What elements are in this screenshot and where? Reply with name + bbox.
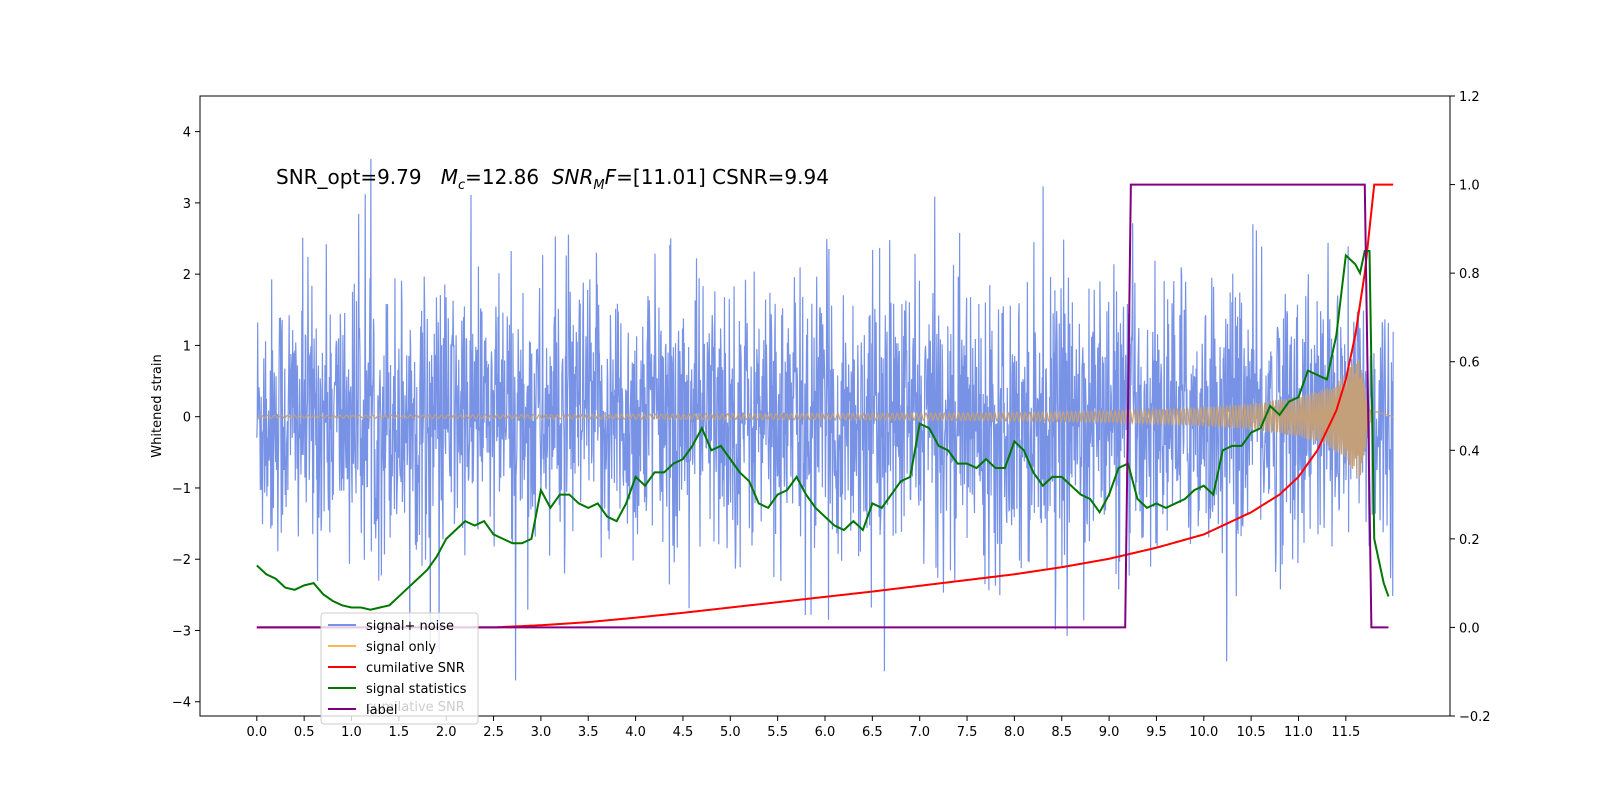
annotation-snr-rest: =[11.01] CSNR=9.94 — [616, 165, 829, 189]
signal-only-line — [256, 359, 1394, 479]
label-line — [256, 183, 1389, 629]
y-right-tick-label: 0.0 — [1459, 621, 1480, 636]
annotation-mc-symbol: M — [441, 165, 458, 189]
y-right-tick-label: 1.2 — [1459, 90, 1480, 105]
y-right-tick-label: 1.0 — [1459, 179, 1480, 194]
snr-annotation: SNR_opt=9.79 Mc=12.86 SNRMF=[11.01] CSNR… — [276, 165, 829, 193]
y-left-tick-label: 4 — [183, 126, 191, 141]
y-right-tick-label: 0.4 — [1459, 444, 1480, 459]
x-tick-label: 9.5 — [1146, 725, 1167, 740]
y-right-axis-ticks: −0.2 0.0 0.2 0.4 0.6 0.8 1.0 1.2 — [1450, 90, 1491, 725]
x-tick-label: 0.0 — [246, 725, 267, 740]
x-tick-label: 11.0 — [1284, 725, 1313, 740]
legend-label-label: label — [366, 703, 397, 718]
y-left-tick-label: 2 — [183, 268, 191, 283]
x-axis-ticks: 0.0 0.5 1.0 1.5 2.0 2.5 3.0 3.5 4.0 4.5 5.0 5.5 6.0 6… — [246, 716, 1360, 740]
x-tick-label: 6.5 — [862, 725, 883, 740]
x-tick-label: 2.0 — [436, 725, 457, 740]
annotation-snr-symbol: SNR — [552, 165, 594, 189]
annotation-snr-sub: M — [593, 178, 604, 193]
x-tick-label: 3.0 — [531, 725, 552, 740]
y-left-tick-label: 3 — [183, 197, 191, 212]
x-tick-label: 5.5 — [767, 725, 788, 740]
annotation-mc-sub: c — [458, 178, 465, 193]
x-tick-label: 8.0 — [1004, 725, 1025, 740]
y-left-tick-label: −3 — [172, 624, 191, 639]
x-tick-label: 1.5 — [389, 725, 410, 740]
y-left-axis-ticks: −4 −3 −2 −1 0 1 2 3 4 — [172, 126, 200, 711]
y-right-tick-label: −0.2 — [1459, 710, 1491, 725]
x-tick-label: 9.0 — [1099, 725, 1120, 740]
y-left-tick-label: −2 — [172, 553, 191, 568]
legend: cumilative SNR signal+ noise signal only… — [320, 612, 479, 725]
x-tick-label: 5.0 — [720, 725, 741, 740]
legend-box — [320, 612, 479, 725]
x-tick-label: 4.5 — [673, 725, 694, 740]
x-tick-label: 7.5 — [957, 725, 978, 740]
x-tick-label: 11.5 — [1331, 725, 1360, 740]
y-left-tick-label: −4 — [172, 696, 191, 711]
y-left-tick-label: 0 — [183, 411, 191, 426]
y-right-tick-label: 0.2 — [1459, 533, 1480, 548]
annotation-prefix: SNR_opt=9.79 — [276, 165, 441, 189]
x-tick-label: 0.5 — [294, 725, 315, 740]
y-left-tick-label: 1 — [183, 339, 191, 354]
x-tick-label: 2.5 — [483, 725, 504, 740]
y-right-tick-label: 0.6 — [1459, 356, 1480, 371]
x-tick-label: 7.0 — [909, 725, 930, 740]
x-tick-label: 8.5 — [1051, 725, 1072, 740]
x-tick-label: 4.0 — [625, 725, 646, 740]
annotation-mc-rest: =12.86 — [465, 165, 552, 189]
signal-plus-noise-line — [256, 158, 1394, 681]
x-tick-label: 6.0 — [815, 725, 836, 740]
y-right-tick-label: 0.8 — [1459, 267, 1480, 282]
annotation-snr-F: F — [605, 165, 617, 189]
x-tick-label: 3.5 — [578, 725, 599, 740]
x-tick-label: 1.0 — [341, 725, 362, 740]
legend-label-signal: signal only — [366, 640, 436, 655]
legend-label-stats: signal statistics — [366, 682, 467, 697]
legend-label-noise: signal+ noise — [366, 619, 454, 634]
y-axis-label: Whitened strain — [150, 354, 165, 457]
x-tick-label: 10.0 — [1189, 725, 1218, 740]
signal-statistics-line — [256, 250, 1390, 611]
legend-label-cumsnr: cumilative SNR — [366, 661, 465, 676]
x-tick-label: 10.5 — [1237, 725, 1266, 740]
legend-ghost-text: cumilative SNR — [366, 700, 465, 715]
y-left-tick-label: −1 — [172, 482, 191, 497]
